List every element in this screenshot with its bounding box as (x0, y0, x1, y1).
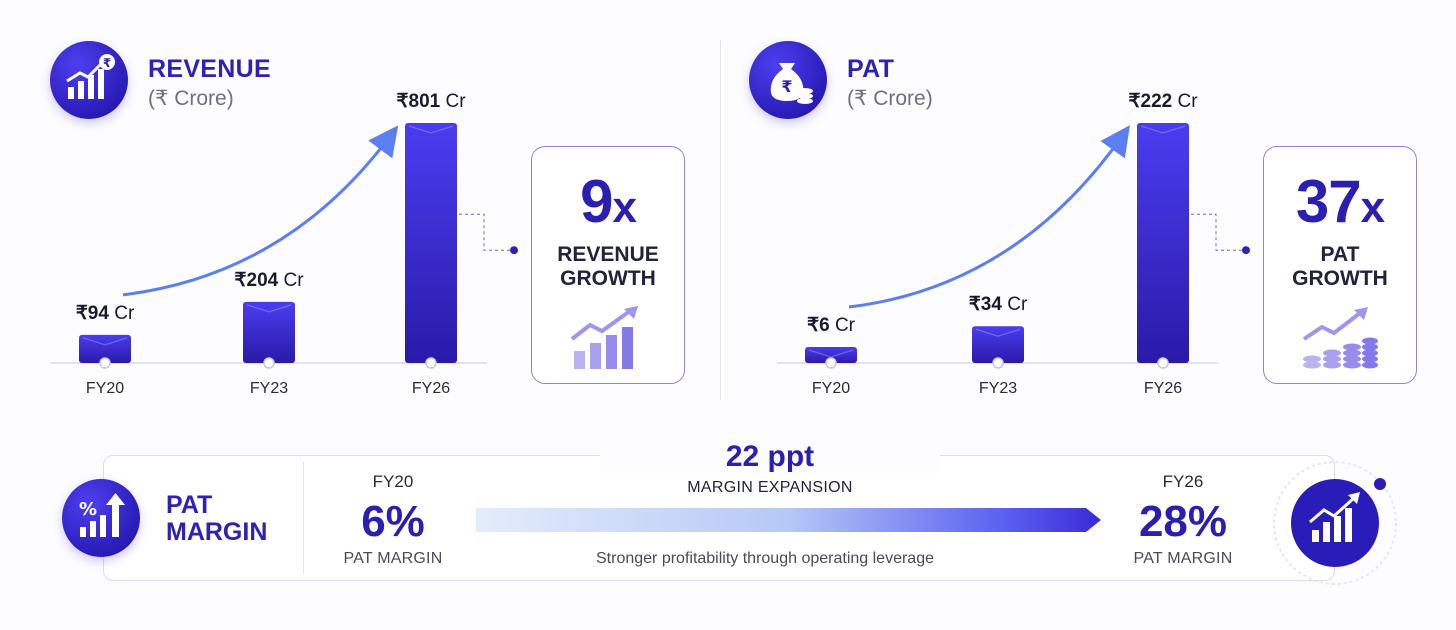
bar-fy23 (243, 301, 295, 363)
growth-connector (1191, 213, 1246, 251)
pat-growth-multiplier: 37x (1295, 168, 1385, 235)
bar-highlight (1140, 125, 1186, 134)
margin-from-label: PAT MARGIN (343, 550, 443, 567)
margin-tagline: Stronger profitability through operating… (596, 550, 934, 567)
growth-connector (459, 213, 514, 251)
axis-dot (992, 357, 1004, 369)
margin-from-value: 6% (361, 497, 425, 546)
bar-fy23 (972, 326, 1024, 363)
margin-expansion-label: MARGIN EXPANSION (687, 479, 853, 496)
pat-title: PAT (847, 55, 895, 83)
margin-icon: % (62, 479, 140, 557)
axis-dot (425, 357, 437, 369)
axis-dot (263, 357, 275, 369)
coins-growth-icon (1302, 307, 1378, 369)
bar-fy20 (805, 347, 857, 363)
bar-value-label: ₹801 Cr (396, 91, 466, 112)
pat-margin-title: PAT MARGIN (166, 491, 268, 546)
axis-dot (825, 357, 837, 369)
x-tick-label: FY23 (979, 380, 1017, 397)
margin-to-label: PAT MARGIN (1133, 550, 1233, 567)
margin-card-divider (303, 462, 304, 574)
x-tick-label: FY26 (412, 380, 450, 397)
margin-growth-badge (1273, 461, 1397, 585)
revenue-growth-box: 9x REVENUE GROWTH (531, 146, 685, 384)
bar-highlight (246, 304, 292, 313)
bar-fy20 (79, 334, 131, 363)
bar-value-label: ₹6 Cr (807, 315, 856, 336)
x-tick-label: FY26 (1144, 380, 1182, 397)
revenue-title: REVENUE (148, 55, 271, 83)
growth-trend-arrow (848, 125, 1130, 309)
bar-value-label: ₹94 Cr (76, 303, 135, 324)
axis-dot (99, 357, 111, 369)
x-tick-label: FY23 (250, 380, 288, 397)
revenue-icon: ₹ (50, 41, 128, 119)
growth-trend-arrow (122, 125, 399, 297)
revenue-growth-multiplier: 9x (580, 168, 637, 235)
x-tick-label: FY20 (86, 380, 124, 397)
bar-highlight (975, 328, 1021, 337)
bar-fy26 (405, 123, 457, 363)
svg-text:₹: ₹ (781, 77, 792, 96)
growth-bars-icon (570, 306, 638, 369)
pat-growth-label: PAT GROWTH (1292, 243, 1388, 290)
bar-value-label: ₹204 Cr (234, 270, 304, 291)
margin-from-year: FY20 (372, 472, 414, 491)
svg-text:%: % (79, 499, 97, 520)
revenue-bar-chart: ₹94 Cr FY20 ₹204 Cr FY23 ₹801 Cr FY26 (50, 91, 518, 397)
svg-text:₹: ₹ (103, 56, 111, 70)
bar-value-label: ₹34 Cr (969, 294, 1028, 315)
pat-growth-box: 37x PAT GROWTH (1263, 146, 1417, 384)
axis-dot (1157, 357, 1169, 369)
revenue-growth-label: REVENUE GROWTH (557, 243, 659, 290)
margin-to-value: 28% (1138, 497, 1228, 546)
connector-dot (1242, 246, 1250, 255)
pat-icon: ₹ (749, 41, 827, 119)
pat-unit: (₹ Crore) (847, 87, 933, 110)
section-divider (720, 40, 721, 400)
pat-bar-chart: ₹6 Cr FY20 ₹34 Cr FY23 ₹222 Cr FY26 (777, 91, 1250, 397)
bar-value-label: ₹222 Cr (1128, 91, 1198, 112)
margin-expansion-arrow (476, 508, 1101, 532)
connector-dot (510, 246, 518, 255)
x-tick-label: FY20 (812, 380, 850, 397)
bar-highlight (408, 125, 454, 134)
bar-fy26 (1137, 123, 1189, 363)
margin-to-year: FY26 (1162, 472, 1204, 491)
revenue-unit: (₹ Crore) (148, 87, 234, 110)
margin-expansion-value: 22 ppt (600, 440, 940, 474)
bar-highlight (808, 349, 854, 358)
bar-highlight (82, 337, 128, 346)
